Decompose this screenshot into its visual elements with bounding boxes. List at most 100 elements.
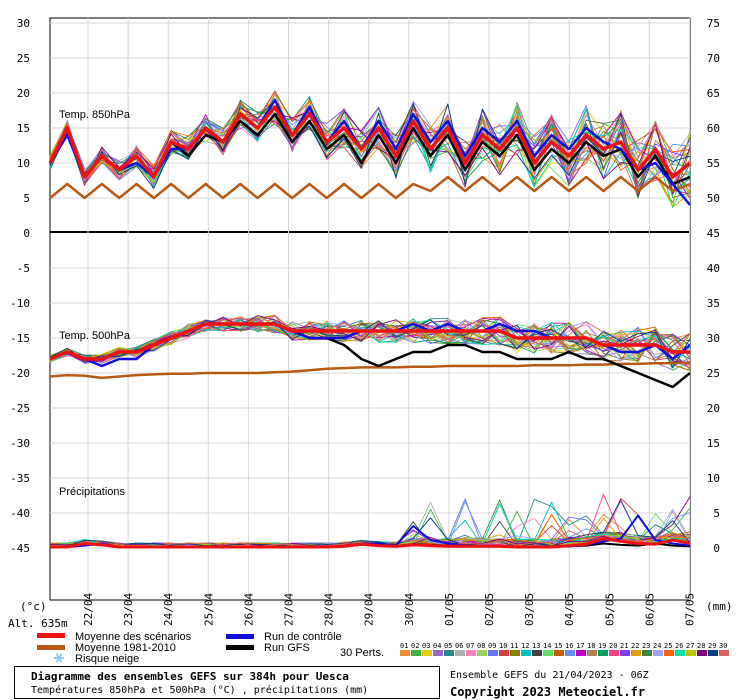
pert-label-18: 18 [587, 642, 595, 650]
perts-legend: 01 02 03 04 05 06 07 08 09 10 11 12 13 14 15 16 17 18 19 20… [400, 642, 729, 656]
pert-swatch-27 [686, 650, 696, 656]
pert-label-20: 20 [609, 642, 617, 650]
pert-swatch-18 [587, 650, 597, 656]
pert-label-26: 26 [675, 642, 683, 650]
x-tick-date: 25/04 [202, 593, 215, 626]
y-tick-left: -20 [10, 367, 30, 380]
y-tick-right: 40 [707, 262, 720, 275]
pert-label-12: 12 [521, 642, 529, 650]
legend-swatch-mean [37, 633, 65, 638]
left-unit-label: (°c) [20, 600, 47, 613]
x-tick-date: 23/04 [122, 593, 135, 626]
panel-label-precip: Précipitations [59, 486, 126, 498]
series-t500-pert-30 [49, 315, 691, 361]
legend-label-climo: Moyenne 1981-2010 [75, 642, 176, 654]
pert-label-16: 16 [565, 642, 573, 650]
legend-label-gfs: Run GFS [264, 642, 310, 654]
pert-swatch-07 [466, 650, 476, 656]
y-tick-left: 20 [17, 87, 30, 100]
series-t500-pert-19 [49, 319, 691, 360]
y-tick-right: 10 [707, 472, 720, 485]
copyright: Copyright 2023 Meteociel.fr [450, 685, 646, 699]
legend-swatch-climo [37, 645, 65, 650]
pert-label-19: 19 [598, 642, 606, 650]
pert-swatch-15 [554, 650, 564, 656]
pert-label-21: 21 [620, 642, 628, 650]
pert-swatch-08 [477, 650, 487, 656]
pert-label-27: 27 [686, 642, 694, 650]
legend-swatch-control [226, 634, 254, 639]
x-tick-date: 24/04 [162, 593, 175, 626]
pert-label-29: 29 [708, 642, 716, 650]
run-info: Ensemble GEFS du 21/04/2023 - 06Z [450, 670, 649, 681]
y-tick-right: 5 [713, 507, 720, 520]
pert-swatch-11 [510, 650, 520, 656]
pert-swatch-12 [521, 650, 531, 656]
y-tick-right: 0 [713, 542, 720, 555]
pert-label-30: 30 [719, 642, 727, 650]
pert-swatch-16 [565, 650, 575, 656]
series-t850-pert-27 [49, 97, 691, 207]
legend: Moyenne des scénarios Moyenne 1981-2010 … [37, 631, 729, 665]
y-tick-right: 60 [707, 122, 720, 135]
pert-label-06: 06 [455, 642, 463, 650]
legend-label-mean: Moyenne des scénarios [75, 631, 192, 643]
pert-label-08: 08 [477, 642, 485, 650]
pert-swatch-14 [543, 650, 553, 656]
pert-swatch-02 [411, 650, 421, 656]
y-tick-left: -35 [10, 472, 30, 485]
y-tick-right: 50 [707, 192, 720, 205]
y-tick-right: 15 [707, 437, 720, 450]
pert-label-10: 10 [499, 642, 507, 650]
snowflake-icon [54, 653, 64, 663]
pert-swatch-21 [620, 650, 630, 656]
y-tick-left: 15 [17, 122, 30, 135]
panel-label-t850: Temp. 850hPa [59, 109, 131, 121]
series-t500-pert-24 [49, 316, 691, 369]
pert-swatch-20 [609, 650, 619, 656]
y-tick-left: -25 [10, 402, 30, 415]
pert-swatch-03 [422, 650, 432, 656]
x-tick-date: 30/04 [403, 593, 416, 626]
series-t500-pert-25 [49, 316, 691, 369]
pert-label-04: 04 [433, 642, 441, 650]
series-t850-pert-30 [49, 107, 691, 195]
pert-swatch-23 [642, 650, 652, 656]
perts-label: 30 Perts. [340, 647, 384, 659]
series-precip-mean [50, 537, 691, 549]
x-tick-date: 03/05 [523, 593, 536, 626]
y-tick-left: -5 [17, 262, 30, 275]
x-tick-date: 05/05 [603, 593, 616, 626]
legend-label-control: Run de contrôle [264, 631, 342, 643]
chart-subtitle: Températures 850hPa et 500hPa (°C) , pré… [31, 685, 369, 696]
pert-swatch-10 [499, 650, 509, 656]
x-tick-date: 07/05 [684, 593, 697, 626]
y-tick-left: 0 [23, 227, 30, 240]
y-tick-left: -10 [10, 297, 30, 310]
legend-swatch-gfs [226, 645, 254, 650]
x-tick-date: 22/04 [82, 593, 95, 626]
x-tick-date: 29/04 [363, 593, 376, 626]
y-tick-right: 20 [707, 402, 720, 415]
series-precip-pert-29 [49, 499, 691, 548]
series-layer [48, 90, 692, 549]
pert-swatch-26 [675, 650, 685, 656]
pert-swatch-09 [488, 650, 498, 656]
y-tick-right: 70 [707, 52, 720, 65]
pert-label-02: 02 [411, 642, 419, 650]
pert-label-11: 11 [510, 642, 518, 650]
pert-swatch-05 [444, 650, 454, 656]
y-tick-left: -40 [10, 507, 30, 520]
pert-swatch-01 [400, 650, 410, 656]
y-tick-left: -30 [10, 437, 30, 450]
x-tick-date: 01/05 [443, 593, 456, 626]
y-tick-right: 25 [707, 367, 720, 380]
altitude-label: Alt. 635m [8, 617, 68, 630]
x-tick-date: 28/04 [323, 593, 336, 626]
x-tick-date: 26/04 [242, 593, 255, 626]
y-tick-right: 75 [707, 17, 720, 30]
x-tick-date: 06/05 [643, 593, 656, 626]
y-tick-right: 65 [707, 87, 720, 100]
pert-label-03: 03 [422, 642, 430, 650]
